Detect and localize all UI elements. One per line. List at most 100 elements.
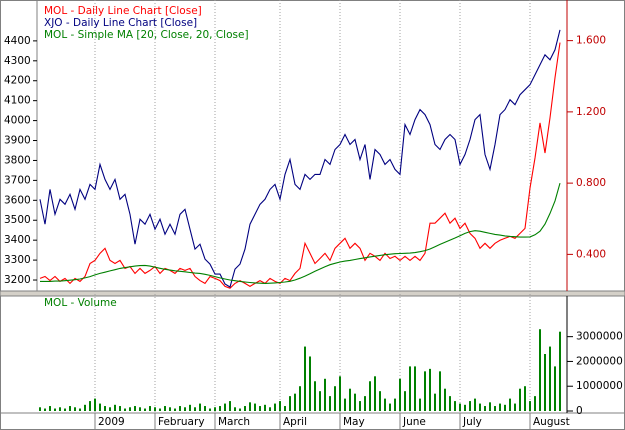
volume-bar xyxy=(159,408,161,411)
volume-bar xyxy=(504,404,506,411)
volume-bar xyxy=(524,386,526,411)
volume-bar xyxy=(79,408,81,411)
volume-bar xyxy=(464,404,466,411)
volume-bar xyxy=(234,407,236,411)
y-tick-label: 4300 xyxy=(4,55,31,67)
volume-bar xyxy=(264,404,266,411)
volume-bar xyxy=(114,404,116,411)
volume-bar xyxy=(174,408,176,411)
volume-bar xyxy=(294,393,296,411)
volume-bar xyxy=(269,407,271,411)
volume-bar xyxy=(149,406,151,411)
volume-bar xyxy=(489,402,491,411)
y-tick-label: 4000 xyxy=(4,115,31,127)
volume-bar xyxy=(479,403,481,411)
volume-bar xyxy=(59,407,61,411)
volume-bar xyxy=(394,398,396,411)
volume-bar xyxy=(374,376,376,411)
volume-bar xyxy=(329,396,331,411)
y2-tick-label: 0.400 xyxy=(576,248,606,260)
volume-bar xyxy=(459,403,461,411)
volume-bar xyxy=(404,391,406,411)
volume-bar xyxy=(124,408,126,411)
volume-bar xyxy=(469,401,471,411)
volume-bar xyxy=(379,391,381,411)
panel-separator xyxy=(0,290,625,297)
volume-bar xyxy=(414,366,416,411)
volume-bar xyxy=(429,368,431,411)
volume-bar xyxy=(549,346,551,411)
x-tick-label: July xyxy=(462,416,482,428)
volume-bar xyxy=(224,403,226,411)
legend-entry: MOL - Daily Line Chart [Close] xyxy=(44,5,202,17)
legend-entry: MOL - Volume xyxy=(44,297,117,309)
volume-bar xyxy=(409,366,411,411)
volume-bar xyxy=(349,388,351,411)
volume-bar xyxy=(169,407,171,411)
volume-bar xyxy=(359,401,361,411)
volume-bar xyxy=(399,378,401,411)
volume-bar xyxy=(419,398,421,411)
volume-bar xyxy=(354,393,356,411)
volume-bar xyxy=(119,406,121,411)
y-tick-label: 2000000 xyxy=(576,355,623,367)
volume-bar xyxy=(204,406,206,411)
volume-bar xyxy=(344,398,346,411)
volume-bar xyxy=(84,404,86,411)
volume-bar xyxy=(544,354,546,411)
volume-bar xyxy=(164,406,166,411)
volume-bar xyxy=(324,378,326,411)
volume-bar xyxy=(274,403,276,411)
y-tick-label: 3800 xyxy=(4,154,31,166)
volume-bar xyxy=(424,371,426,411)
x-tick-label: 2009 xyxy=(98,416,125,428)
volume-bar xyxy=(314,381,316,411)
volume-bar xyxy=(534,396,536,411)
y-tick-label: 3200 xyxy=(4,274,31,286)
volume-bar xyxy=(214,407,216,411)
volume-bar xyxy=(129,407,131,411)
y-tick-label: 3300 xyxy=(4,254,31,266)
volume-bar xyxy=(104,406,106,411)
y-tick-label: 3400 xyxy=(4,234,31,246)
y2-tick-label: 1.200 xyxy=(576,106,606,118)
volume-bar xyxy=(154,407,156,411)
volume-bar xyxy=(444,388,446,411)
volume-bar xyxy=(454,401,456,411)
volume-bar xyxy=(529,401,531,411)
volume-bar xyxy=(389,403,391,411)
y-tick-label: 4200 xyxy=(4,75,31,87)
y2-tick-label: 0.800 xyxy=(576,177,606,189)
volume-bar xyxy=(229,401,231,411)
volume-bar xyxy=(74,407,76,411)
volume-bar xyxy=(199,403,201,411)
volume-bar xyxy=(484,406,486,411)
volume-bar xyxy=(64,408,66,411)
volume-bar xyxy=(309,356,311,411)
volume-bar xyxy=(44,408,46,411)
volume-bar xyxy=(449,396,451,411)
volume-bar xyxy=(39,407,41,411)
volume-bar xyxy=(554,366,556,411)
volume-bar xyxy=(319,391,321,411)
volume-bar xyxy=(434,393,436,411)
volume-bar xyxy=(244,406,246,411)
volume-bar xyxy=(134,406,136,411)
volume-bar xyxy=(279,401,281,411)
series-line xyxy=(39,29,561,288)
y-tick-label: 1000000 xyxy=(576,380,623,392)
volume-bar xyxy=(339,376,341,411)
volume-bar xyxy=(189,404,191,411)
x-tick-label: June xyxy=(402,416,426,428)
y-tick-label: 4400 xyxy=(4,35,31,47)
volume-bar xyxy=(439,371,441,411)
volume-bar xyxy=(54,408,56,411)
volume-bar xyxy=(249,402,251,411)
volume-bar xyxy=(219,406,221,411)
volume-bar xyxy=(559,331,561,411)
volume-bar xyxy=(514,403,516,411)
volume-bar xyxy=(284,406,286,411)
volume-bar xyxy=(369,381,371,411)
